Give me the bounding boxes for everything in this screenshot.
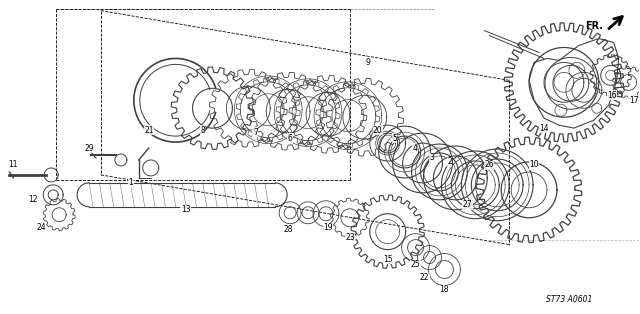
Text: 18: 18 <box>440 285 449 294</box>
Polygon shape <box>504 23 623 142</box>
Polygon shape <box>43 199 75 231</box>
Polygon shape <box>289 75 367 153</box>
Polygon shape <box>279 202 301 224</box>
Text: 6: 6 <box>288 133 292 143</box>
Polygon shape <box>313 201 339 227</box>
Polygon shape <box>566 73 602 108</box>
Polygon shape <box>234 76 302 143</box>
Text: 11: 11 <box>8 160 18 170</box>
Polygon shape <box>415 148 463 196</box>
Polygon shape <box>385 132 424 172</box>
Polygon shape <box>330 198 369 237</box>
Text: 4: 4 <box>412 143 417 153</box>
Polygon shape <box>402 234 429 262</box>
Text: 28: 28 <box>284 225 293 234</box>
Polygon shape <box>314 82 381 149</box>
Polygon shape <box>44 185 63 205</box>
Text: 26: 26 <box>484 160 494 170</box>
Text: 8: 8 <box>200 126 205 135</box>
Polygon shape <box>379 126 431 178</box>
Text: 12: 12 <box>29 195 38 204</box>
Polygon shape <box>424 146 487 210</box>
Polygon shape <box>612 66 640 98</box>
Polygon shape <box>445 155 505 215</box>
Text: 27: 27 <box>463 200 472 209</box>
Polygon shape <box>545 57 596 109</box>
Text: 13: 13 <box>180 205 191 214</box>
Polygon shape <box>236 78 300 142</box>
Text: 14: 14 <box>539 124 549 133</box>
Polygon shape <box>326 78 404 156</box>
Text: 15: 15 <box>383 255 392 264</box>
Polygon shape <box>249 72 327 150</box>
Polygon shape <box>461 149 533 221</box>
Polygon shape <box>465 153 529 217</box>
Text: 1: 1 <box>129 178 133 187</box>
Polygon shape <box>590 55 631 96</box>
Text: 17: 17 <box>628 96 639 105</box>
Polygon shape <box>351 195 424 268</box>
Text: 7: 7 <box>253 127 258 137</box>
Text: 23: 23 <box>345 233 355 242</box>
Text: FR.: FR. <box>585 21 603 30</box>
Text: 21: 21 <box>144 126 154 135</box>
Text: 29: 29 <box>84 143 94 153</box>
Polygon shape <box>172 67 253 149</box>
Polygon shape <box>276 81 340 145</box>
Polygon shape <box>412 144 467 200</box>
Text: 9: 9 <box>365 58 370 67</box>
Text: 20: 20 <box>373 126 383 135</box>
Polygon shape <box>529 39 619 128</box>
Polygon shape <box>209 69 287 147</box>
Polygon shape <box>274 79 342 147</box>
Text: 25: 25 <box>411 260 420 269</box>
Polygon shape <box>442 151 509 219</box>
Polygon shape <box>429 254 460 285</box>
Polygon shape <box>476 137 582 242</box>
Text: 3: 3 <box>429 154 434 163</box>
Text: 22: 22 <box>420 273 429 282</box>
Polygon shape <box>417 246 442 269</box>
Text: ST73 A0601: ST73 A0601 <box>546 295 592 304</box>
Text: 16: 16 <box>607 91 616 100</box>
Text: 19: 19 <box>323 223 333 232</box>
Text: 10: 10 <box>529 160 539 170</box>
Polygon shape <box>376 131 399 155</box>
Polygon shape <box>393 133 452 193</box>
Polygon shape <box>297 202 319 224</box>
Text: 5: 5 <box>392 133 397 143</box>
Text: 24: 24 <box>36 223 46 232</box>
Polygon shape <box>316 84 380 148</box>
Text: 2: 2 <box>447 158 452 166</box>
Polygon shape <box>370 125 406 161</box>
